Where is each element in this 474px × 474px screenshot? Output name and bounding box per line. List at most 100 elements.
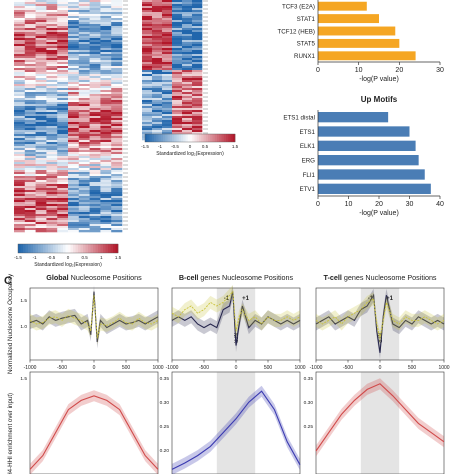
heatmap-cell xyxy=(100,50,112,53)
heatmap-cell xyxy=(89,60,101,63)
heatmap-cell xyxy=(46,0,58,3)
heatmap-cell xyxy=(192,122,203,125)
heatmap-cell xyxy=(172,128,183,131)
heatmap-cell xyxy=(24,72,36,75)
heatmap-cell xyxy=(152,96,163,99)
colorbar-step xyxy=(53,244,56,253)
heatmap-cell xyxy=(68,216,80,219)
heatmap-cell xyxy=(192,16,203,19)
heatmap-cell xyxy=(192,90,203,93)
heatmap-cell xyxy=(14,190,26,193)
heatmap-cell xyxy=(46,22,58,25)
colorbar-step xyxy=(172,134,175,142)
heatmap-cell xyxy=(152,36,163,39)
heatmap-cell xyxy=(162,84,173,87)
heatmap-cell xyxy=(78,154,90,157)
heatmap-cell xyxy=(35,106,47,109)
heatmap-cell xyxy=(78,128,90,131)
heatmap-cell xyxy=(192,78,203,81)
heatmap-cell xyxy=(100,80,112,83)
heatmap-cell xyxy=(35,52,47,55)
heatmap-cell xyxy=(35,14,47,17)
heatmap-cell xyxy=(111,80,123,83)
heatmap-cell xyxy=(89,164,101,167)
heatmap-cell xyxy=(35,170,47,173)
heatmap-cell xyxy=(57,226,69,229)
heatmap-cell xyxy=(68,22,80,25)
heatmap-cell xyxy=(100,110,112,113)
category-label: ERG xyxy=(302,157,316,164)
heatmap-cell xyxy=(57,92,69,95)
heatmap-cell xyxy=(111,230,123,233)
heatmap-cell xyxy=(100,92,112,95)
heatmap-cell xyxy=(78,78,90,81)
heatmap-cell xyxy=(152,48,163,51)
heatmap-cell xyxy=(46,182,58,185)
heatmap-cell xyxy=(111,190,123,193)
heatmap-cell xyxy=(57,114,69,117)
colorbar-step xyxy=(55,244,59,253)
heatmap-cell xyxy=(24,66,36,69)
y-tick-label: 0.25 xyxy=(304,424,314,430)
heatmap-cell xyxy=(14,194,26,197)
heatmap-cell xyxy=(24,14,36,17)
heatmap-cell xyxy=(182,46,193,49)
heatmap-cell xyxy=(89,14,101,17)
heatmap-cell xyxy=(46,164,58,167)
heatmap-cell xyxy=(68,24,80,27)
heatmap-cell xyxy=(192,72,203,75)
category-label: TCF12 (HEB) xyxy=(278,28,315,35)
heatmap-cell xyxy=(14,148,26,151)
heatmap-cell xyxy=(152,82,163,85)
heatmap-cell xyxy=(68,68,80,71)
category-label: STAT1 xyxy=(297,16,316,23)
heatmap-cell xyxy=(182,30,193,33)
heatmap-cell xyxy=(24,6,36,9)
heatmap-cell xyxy=(78,206,90,209)
heatmap-cell xyxy=(89,4,101,7)
heatmap-cell xyxy=(172,30,183,33)
heatmap-cell xyxy=(111,224,123,227)
heatmap-cell xyxy=(14,116,26,119)
heatmap-cell xyxy=(24,46,36,49)
heatmap-cell xyxy=(57,180,69,183)
colorbar-step xyxy=(192,134,195,142)
heatmap-cell xyxy=(78,90,90,93)
colorbar-step xyxy=(203,134,207,142)
heatmap-cell xyxy=(111,150,123,153)
heatmap-cell xyxy=(162,10,173,13)
heatmap-cell xyxy=(57,202,69,205)
heatmap-cell xyxy=(111,16,123,19)
heatmap-cell xyxy=(89,58,101,61)
heatmap-cell xyxy=(182,116,193,119)
heatmap-cell xyxy=(14,2,26,5)
heatmap-cell xyxy=(68,150,80,153)
heatmap-cell xyxy=(111,208,123,211)
heatmap-cell xyxy=(14,96,26,99)
heatmap-cell xyxy=(68,86,80,89)
heatmap-cell xyxy=(89,94,101,97)
heatmap-cell xyxy=(46,180,58,183)
heatmap-cell xyxy=(192,58,203,61)
heatmap-cell xyxy=(24,2,36,5)
heatmap-cell xyxy=(111,68,123,71)
heatmap-cell xyxy=(100,228,112,231)
heatmap-cell xyxy=(14,16,26,19)
heatmap-cell xyxy=(35,186,47,189)
heatmap-cell xyxy=(57,106,69,109)
heatmap-cell xyxy=(24,218,36,221)
heatmap-cell xyxy=(111,180,123,183)
heatmap-cell xyxy=(162,40,173,43)
heatmap-cell xyxy=(192,128,203,131)
heatmap-cell xyxy=(24,224,36,227)
heatmap-cell xyxy=(100,134,112,137)
heatmap-cell xyxy=(24,174,36,177)
heatmap-cell xyxy=(100,120,112,123)
heatmap-cell xyxy=(46,8,58,11)
heatmap-cell xyxy=(182,64,193,67)
heatmap-cell xyxy=(78,18,90,21)
nfr-label: NFR xyxy=(376,333,382,344)
heatmap-cell xyxy=(111,96,123,99)
colorbar-step xyxy=(95,244,99,253)
heatmap-cell xyxy=(35,190,47,193)
